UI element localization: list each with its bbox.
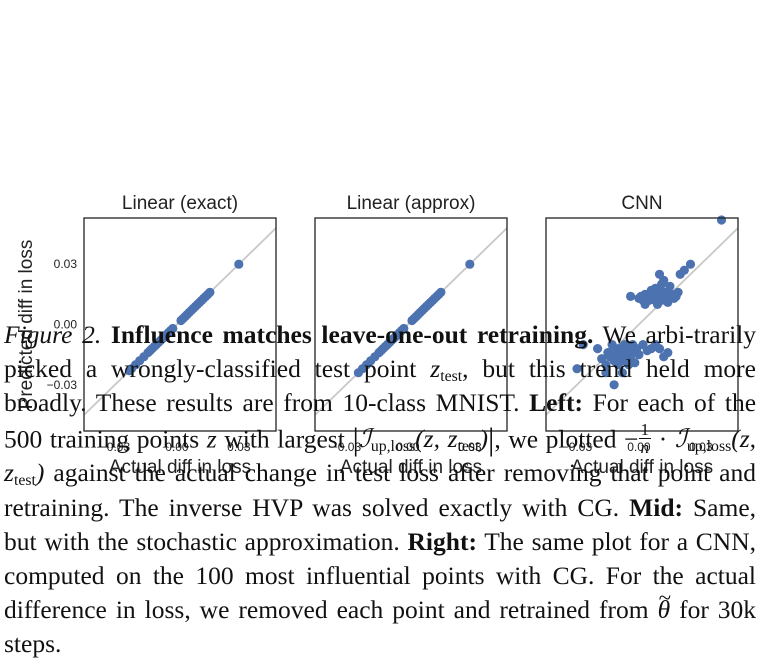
- x-axis-label: Actual diff in loss: [571, 457, 713, 478]
- left-label: Left:: [529, 388, 583, 418]
- right-label: Right:: [407, 526, 477, 556]
- data-point: [716, 215, 727, 225]
- y-tick-label: 0.00: [54, 318, 78, 332]
- data-point: [626, 291, 636, 301]
- caption-text-8: The same plot for a CNN, computed on the…: [4, 526, 756, 625]
- panel-cnn: −0.03 0.00 0.03 CNN Actual diff in loss: [545, 193, 739, 478]
- x-tick-label: 0.03: [227, 440, 251, 454]
- data-point: [572, 364, 582, 374]
- data-point: [465, 259, 475, 269]
- y-axis-label: Predicted diff in loss: [16, 240, 37, 410]
- caption-text-9: for 30k steps.: [4, 595, 757, 659]
- caption-comma: ,: [494, 423, 501, 453]
- data-point: [601, 368, 611, 378]
- math-z: z: [206, 423, 217, 453]
- x-tick-label: 0.03: [458, 440, 482, 454]
- data-point: [607, 340, 617, 350]
- data-point: [652, 299, 663, 309]
- data-point: [663, 297, 673, 307]
- x-tick-label: −0.03: [100, 440, 131, 454]
- data-point: [663, 348, 673, 358]
- data-point: [593, 344, 603, 354]
- data-point: [234, 259, 244, 269]
- data-point: [617, 368, 628, 378]
- plot-frame: [314, 217, 508, 432]
- data-point: [654, 344, 665, 354]
- x-tick-label: −0.03: [331, 440, 362, 454]
- math-abs-influence: |ℐup,loss(z, ztest)|: [352, 421, 495, 457]
- math-dot: ·: [658, 423, 668, 453]
- mid-label: Mid:: [629, 492, 683, 522]
- data-point: [630, 358, 640, 368]
- panel-title: Linear (approx): [347, 193, 476, 214]
- caption-text-7: Same, but with the stochastic approximat…: [4, 492, 757, 556]
- data-point: [628, 340, 638, 350]
- data-point: [601, 360, 611, 370]
- data-point: [673, 287, 683, 297]
- math-z-test: ztest: [430, 354, 463, 386]
- data-point: [685, 259, 696, 269]
- caption-text-5: we plotted −: [508, 423, 639, 453]
- math-theta-tilde: θ: [658, 580, 671, 627]
- diagonal-line: [546, 226, 738, 417]
- caption-text-2: , but this trend held more broadly. Thes…: [4, 354, 756, 418]
- caption-text-4: with largest: [224, 423, 345, 453]
- x-tick-label: 0.00: [627, 440, 651, 454]
- caption-text-6: against the actual change in test loss a…: [4, 458, 757, 522]
- panel-title: Linear (exact): [122, 193, 238, 214]
- figure-label: Figure 2.: [4, 320, 102, 349]
- data-point: [619, 340, 630, 350]
- data-point: [578, 340, 588, 350]
- x-tick-label: 0.00: [165, 440, 189, 454]
- math-influence: ℐup,loss(z, ztest): [4, 423, 757, 490]
- panel-title: CNN: [621, 193, 662, 214]
- data-point: [679, 265, 689, 275]
- x-tick-label: 0.03: [689, 440, 713, 454]
- x-tick-label: 0.00: [396, 440, 420, 454]
- figure-title: Influence matches leave-one-out retraini…: [110, 320, 594, 349]
- plot-frame: [83, 217, 277, 432]
- data-point: [634, 350, 644, 360]
- x-tick-label: −0.03: [562, 440, 593, 454]
- data-point: [205, 287, 215, 297]
- data-point: [399, 323, 409, 334]
- data-point: [665, 281, 675, 291]
- x-axis-label: Actual diff in loss: [340, 457, 482, 478]
- data-point: [654, 269, 665, 279]
- y-tick-label: 0.03: [54, 257, 78, 271]
- data-point: [640, 299, 650, 309]
- y-tick-label: −0.03: [47, 378, 78, 392]
- data-point: [168, 323, 178, 334]
- figure-caption: Figure 2. Influence matches leave-one-ou…: [4, 318, 756, 662]
- caption-text-1: We arbi-trarily picked a wrongly-classif…: [4, 320, 756, 384]
- data-point: [436, 287, 446, 297]
- plot-frame: [545, 217, 739, 432]
- x-axis-label: Actual diff in loss: [109, 457, 251, 478]
- panel-linear-approx: −0.03 0.00 0.03 Linear (approx) Actual diff …: [314, 193, 508, 478]
- panel-linear-exact: −0.03 0.00 0.03 −0.03 0.00 0.03 Linear (exact)…: [16, 193, 277, 478]
- caption-text-3: For each of the 500 training points: [4, 388, 757, 453]
- data-point: [609, 380, 619, 390]
